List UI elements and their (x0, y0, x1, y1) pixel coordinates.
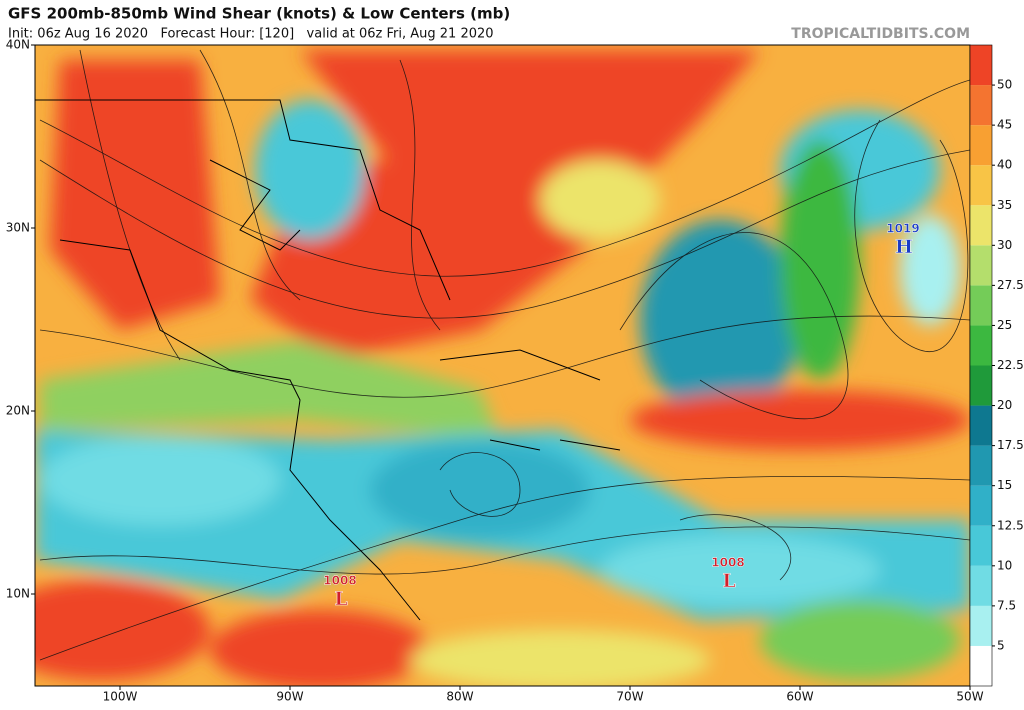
lon-label: 50W (956, 690, 983, 704)
lon-label: 80W (446, 690, 473, 704)
colorbar-label: 35 (997, 198, 1012, 212)
colorbar-label: 12.5 (997, 518, 1024, 532)
colorbar-label: 50 (997, 78, 1012, 92)
colorbar-label: 45 (997, 118, 1012, 132)
colorbar-swatch (970, 285, 992, 326)
lon-label: 70W (616, 690, 643, 704)
title: GFS 200mb-850mb Wind Shear (knots) & Low… (8, 5, 510, 23)
center-pressure: 1019 (886, 222, 919, 236)
colorbar-swatch (970, 85, 992, 126)
source-label: TROPICALTIDBITS.COM (791, 26, 970, 42)
center-pressure: 1008 (711, 556, 744, 570)
lat-label: 20N (6, 404, 30, 418)
colorbar-swatch (970, 445, 992, 486)
lat-label: 10N (6, 587, 30, 601)
center-symbol: L (722, 570, 735, 592)
colorbar-label: 10 (997, 558, 1012, 572)
lat-label: 40N (6, 38, 30, 52)
colorbar-label: 40 (997, 158, 1012, 172)
colorbar-label: 27.5 (997, 278, 1024, 292)
lon-label: 60W (786, 690, 813, 704)
axes: 40N 30N 20N 10N 100W 90W 80W 70W 60W 50W (6, 38, 984, 704)
colorbar-label: 7.5 (997, 598, 1016, 612)
subtitle: Init: 06z Aug 16 2020 Forecast Hour: [12… (8, 27, 494, 42)
colorbar: 5 7.5 10 12.5 15 17.5 20 22.5 25 27.5 30 35 40 45 50 (969, 44, 1024, 687)
colorbar-swatch (970, 365, 992, 406)
colorbar-swatch (970, 45, 992, 86)
center-symbol: H (895, 236, 913, 258)
colorbar-swatch (970, 645, 992, 686)
lon-label: 90W (276, 690, 303, 704)
colorbar-label: 20 (997, 398, 1012, 412)
lon-label: 100W (103, 690, 138, 704)
center-pressure: 1008 (323, 574, 356, 588)
colorbar-swatch (970, 405, 992, 446)
center-symbol: L (334, 588, 347, 610)
colorbar-label: 17.5 (997, 438, 1024, 452)
colorbar-label: 25 (997, 318, 1012, 332)
colorbar-swatch (970, 605, 992, 646)
colorbar-swatch (970, 245, 992, 286)
colorbar-label: 5 (997, 638, 1005, 652)
colorbar-label: 22.5 (997, 358, 1024, 372)
colorbar-swatch (970, 205, 992, 246)
colorbar-swatch (970, 485, 992, 526)
colorbar-label: 15 (997, 478, 1012, 492)
colorbar-swatch (970, 325, 992, 366)
colorbar-swatch (970, 525, 992, 566)
colorbar-swatch (970, 565, 992, 606)
colorbar-label: 30 (997, 238, 1012, 252)
lat-label: 30N (6, 221, 30, 235)
colorbar-swatch (970, 125, 992, 166)
shear-field (35, 45, 970, 686)
colorbar-swatch (970, 165, 992, 206)
